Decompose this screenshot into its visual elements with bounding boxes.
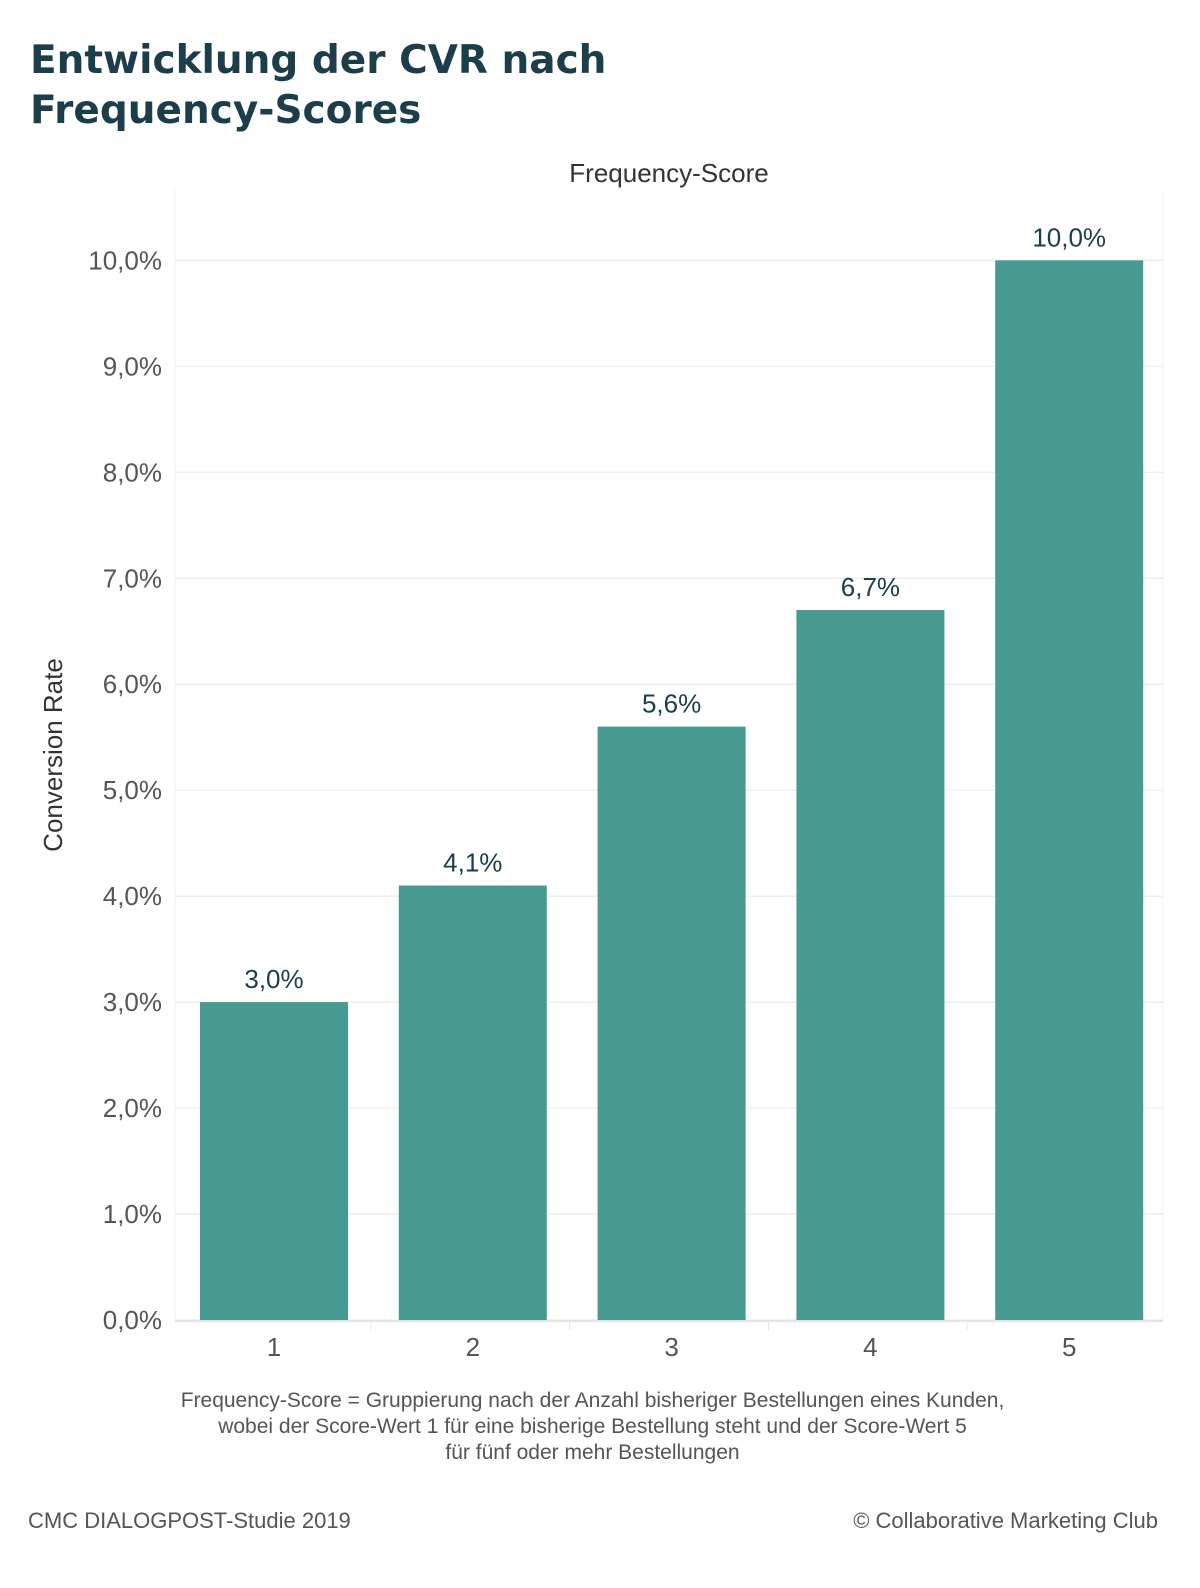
copyright-note: © Collaborative Marketing Club — [853, 1508, 1158, 1533]
chart-title-line-2: Frequency-Scores — [30, 88, 422, 133]
bar-chart: 0,0% 1,0% 2,0% 3,0% 4,0% 5,0% 6,0% 7,0% 8,0% 9,0%… — [38, 158, 1164, 1362]
footnote-line-3: für fünf oder mehr Bestellungen — [445, 1441, 740, 1464]
y-tick-label: 3,0% — [103, 987, 162, 1017]
data-label-score-3: 5,6% — [642, 689, 701, 719]
bar-score-5 — [995, 260, 1144, 1321]
bar-score-1 — [200, 1002, 348, 1320]
footnote: Frequency-Score = Gruppierung nach der A… — [100, 1388, 1085, 1466]
x-axis-title: Frequency-Score — [569, 158, 768, 188]
y-tick-label: 0,0% — [103, 1305, 162, 1335]
bar-score-3 — [597, 726, 746, 1320]
x-axis-ticks: 1 2 3 4 5 — [267, 1322, 1076, 1362]
chart-title-line-1: Entwicklung der CVR nach — [30, 38, 607, 83]
data-label-score-1: 3,0% — [244, 964, 303, 994]
x-tick-label: 1 — [267, 1332, 281, 1362]
y-tick-label: 2,0% — [103, 1093, 162, 1123]
x-tick-label: 4 — [863, 1332, 877, 1362]
y-tick-label: 10,0% — [88, 245, 162, 275]
chart-title: Entwicklung der CVR nach Frequency-Score… — [30, 36, 930, 136]
data-label-score-4: 6,7% — [841, 572, 900, 602]
y-tick-label: 1,0% — [103, 1199, 162, 1229]
x-tick-label: 3 — [664, 1332, 678, 1362]
footnote-line-1: Frequency-Score = Gruppierung nach der A… — [180, 1389, 1005, 1412]
footnote-line-2: wobei der Score-Wert 1 für eine bisherig… — [218, 1415, 967, 1438]
x-tick-label: 2 — [466, 1332, 480, 1362]
y-tick-label: 5,0% — [103, 775, 162, 805]
y-tick-label: 4,0% — [103, 881, 162, 911]
bar-score-2 — [398, 885, 547, 1320]
y-tick-label: 7,0% — [103, 563, 162, 593]
data-labels: 3,0% 4,1% 5,6% 6,7% 10,0% — [244, 222, 1106, 994]
source-note: CMC DIALOGPOST-Studie 2019 — [28, 1508, 351, 1533]
x-tick-label: 5 — [1062, 1332, 1076, 1362]
bars — [200, 260, 1144, 1321]
data-label-score-2: 4,1% — [443, 848, 502, 878]
y-axis-ticks: 0,0% 1,0% 2,0% 3,0% 4,0% 5,0% 6,0% 7,0% 8,0% 9,0%… — [88, 245, 162, 1335]
y-axis-title: Conversion Rate — [38, 658, 68, 852]
y-tick-label: 8,0% — [103, 457, 162, 487]
y-tick-label: 9,0% — [103, 351, 162, 381]
bar-score-4 — [796, 610, 945, 1320]
data-label-score-5: 10,0% — [1032, 222, 1106, 252]
y-tick-label: 6,0% — [103, 669, 162, 699]
